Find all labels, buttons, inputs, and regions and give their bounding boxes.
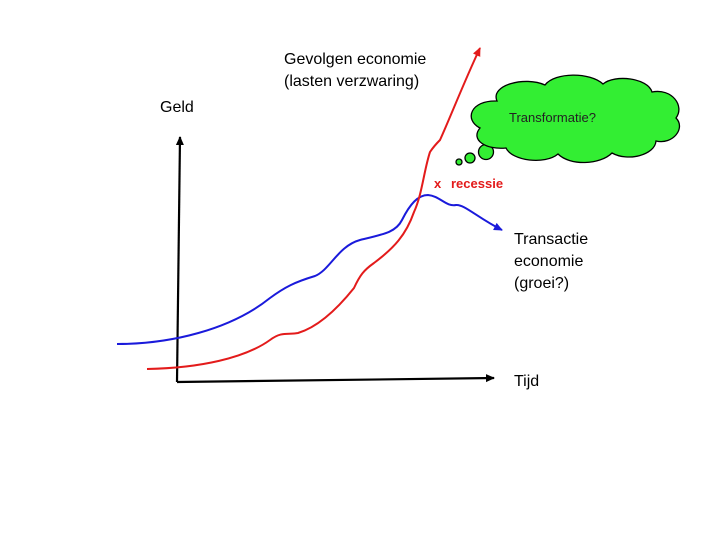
x-axis — [176, 374, 495, 384]
red-curve-label-line1: Gevolgen economie — [284, 51, 426, 68]
red-curve-label-line2: (lasten verzwaring) — [284, 73, 419, 90]
blue-curve-label-line2: economie — [514, 253, 583, 270]
thought-bubble-text: Transformatie? — [509, 110, 596, 125]
y-axis-label: Geld — [160, 99, 194, 116]
blue-curve-label-line3: (groei?) — [514, 275, 569, 292]
red-curve — [146, 47, 481, 370]
recession-label: recessie — [451, 176, 503, 191]
recession-marker: x — [434, 176, 442, 191]
thought-bubble: Transformatie? — [455, 74, 681, 166]
blue-curve-label-line1: Transactie — [514, 231, 588, 248]
blue-curve — [116, 193, 503, 345]
y-axis — [175, 136, 184, 383]
x-axis-label: Tijd — [514, 373, 539, 390]
